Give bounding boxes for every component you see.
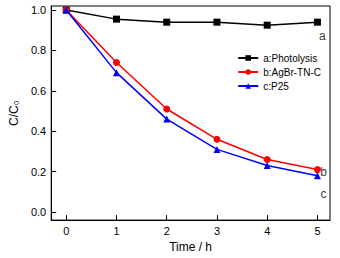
svg-text:0.8: 0.8 xyxy=(31,44,46,56)
svg-text:0.4: 0.4 xyxy=(31,125,46,137)
svg-text:C/C₀: C/C₀ xyxy=(7,100,21,126)
svg-text:1: 1 xyxy=(113,225,119,237)
svg-text:2: 2 xyxy=(164,225,170,237)
svg-text:5: 5 xyxy=(314,225,320,237)
svg-text:0.0: 0.0 xyxy=(31,206,46,218)
svg-text:a: a xyxy=(319,29,326,43)
svg-text:3: 3 xyxy=(214,225,220,237)
svg-text:1.0: 1.0 xyxy=(31,4,46,16)
svg-text:c: c xyxy=(320,187,326,201)
svg-text:b: b xyxy=(320,165,327,179)
svg-text:c:P25: c:P25 xyxy=(263,81,289,92)
svg-text:Time / h: Time / h xyxy=(169,240,212,254)
svg-text:0: 0 xyxy=(63,225,69,237)
svg-text:4: 4 xyxy=(264,225,270,237)
svg-text:0.6: 0.6 xyxy=(31,85,46,97)
svg-text:a:Photolysis: a:Photolysis xyxy=(263,53,317,64)
svg-text:b:AgBr-TN-C: b:AgBr-TN-C xyxy=(263,67,321,78)
svg-text:0.2: 0.2 xyxy=(31,166,46,178)
